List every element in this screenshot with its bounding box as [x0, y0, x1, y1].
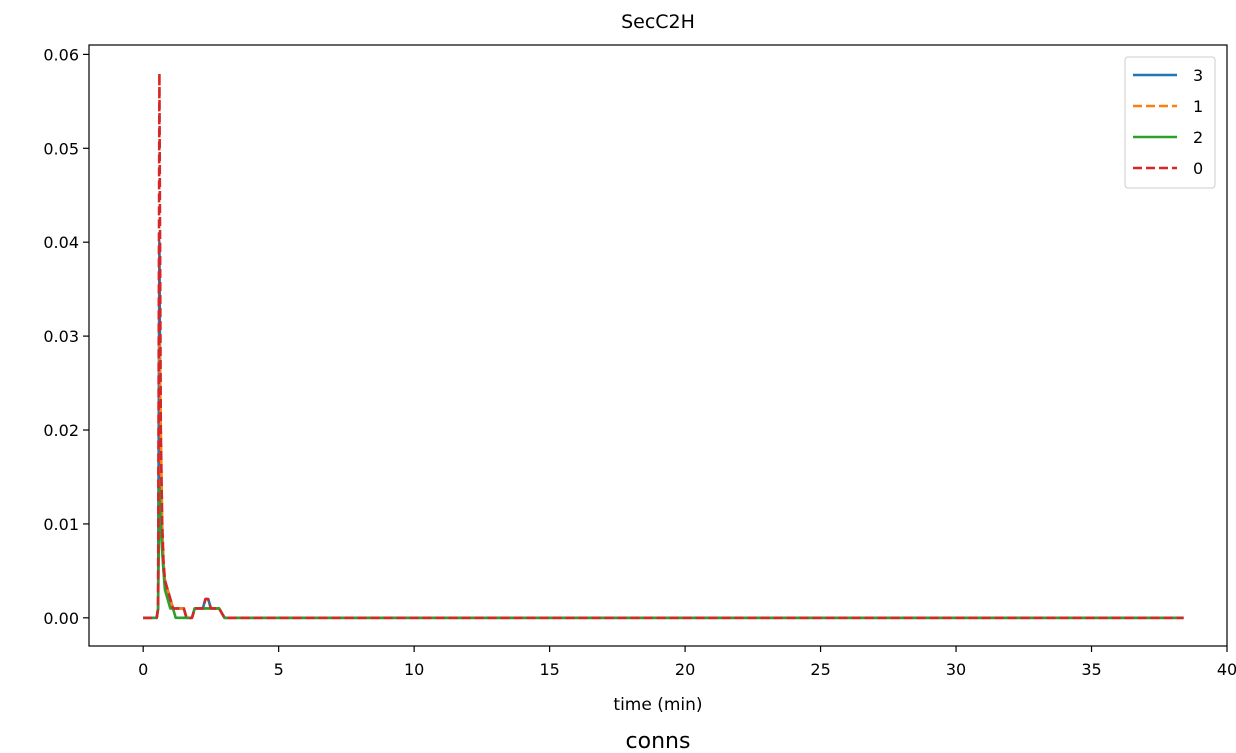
- x-tick-label: 25: [810, 660, 830, 679]
- x-tick-label: 40: [1217, 660, 1236, 679]
- y-tick-label: 0.04: [43, 233, 79, 252]
- series-line-1: [143, 334, 1184, 620]
- series-line-0: [143, 71, 1184, 620]
- x-tick-label: 15: [539, 660, 559, 679]
- series-lines: [143, 71, 1184, 620]
- x-tick-label: 5: [274, 660, 284, 679]
- legend-label: 1: [1193, 97, 1203, 116]
- x-tick-label: 0: [138, 660, 148, 679]
- x-axis: 0 5 10 15 20 25 30 35 40: [138, 646, 1236, 679]
- x-tick-label: 10: [404, 660, 424, 679]
- legend-label: 0: [1193, 159, 1203, 178]
- x-tick-label: 35: [1081, 660, 1101, 679]
- legend-frame: [1124, 56, 1216, 189]
- footer-label: conns: [626, 729, 691, 753]
- series-line-2: [143, 485, 1184, 620]
- series-line-3: [143, 240, 1184, 620]
- y-tick-label: 0.05: [43, 139, 79, 158]
- x-axis-label: time (min): [613, 695, 702, 715]
- legend-label: 3: [1193, 66, 1203, 85]
- plot-area: [88, 44, 1228, 647]
- x-tick-label: 20: [675, 660, 695, 679]
- chart-title: SecC2H: [621, 11, 695, 33]
- y-tick-label: 0.06: [43, 45, 79, 64]
- y-tick-label: 0.03: [43, 327, 79, 346]
- y-tick-label: 0.01: [43, 515, 79, 534]
- legend-label: 2: [1193, 128, 1203, 147]
- legend: 3 1 2 0: [1124, 56, 1216, 189]
- y-axis: 0.00 0.01 0.02 0.03 0.04 0.05 0.06: [43, 45, 89, 628]
- y-tick-label: 0.02: [43, 421, 79, 440]
- x-tick-label: 30: [946, 660, 966, 679]
- axes-frame: [88, 44, 1228, 647]
- y-tick-label: 0.00: [43, 609, 79, 628]
